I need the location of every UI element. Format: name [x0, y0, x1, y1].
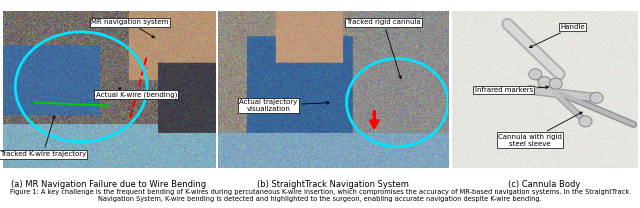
Circle shape [529, 69, 542, 80]
Text: (c) Cannula Body: (c) Cannula Body [508, 180, 581, 189]
Text: Actual trajectory
visualization: Actual trajectory visualization [239, 99, 329, 112]
Text: MR navigation system: MR navigation system [92, 19, 169, 38]
Circle shape [579, 116, 592, 127]
Text: (a) MR Navigation Failure due to Wire Bending: (a) MR Navigation Failure due to Wire Be… [12, 180, 206, 189]
Text: Tracked K-wire trajectory: Tracked K-wire trajectory [0, 115, 86, 157]
Text: Handle: Handle [529, 24, 585, 48]
Text: Actual K-wire (bending): Actual K-wire (bending) [96, 88, 177, 98]
Text: Figure 1: A key challenge is the frequent bending of K-wires during percutaneous: Figure 1: A key challenge is the frequen… [10, 189, 630, 202]
Text: Infrared markers: Infrared markers [475, 86, 548, 93]
Text: Cannula with rigid
steel sleeve: Cannula with rigid steel sleeve [498, 112, 582, 147]
Circle shape [549, 78, 563, 89]
Text: Tracked rigid cannula: Tracked rigid cannula [346, 19, 421, 79]
Circle shape [538, 77, 551, 88]
Text: (b) StraightTrack Navigation System: (b) StraightTrack Navigation System [257, 180, 409, 189]
Circle shape [590, 92, 603, 103]
